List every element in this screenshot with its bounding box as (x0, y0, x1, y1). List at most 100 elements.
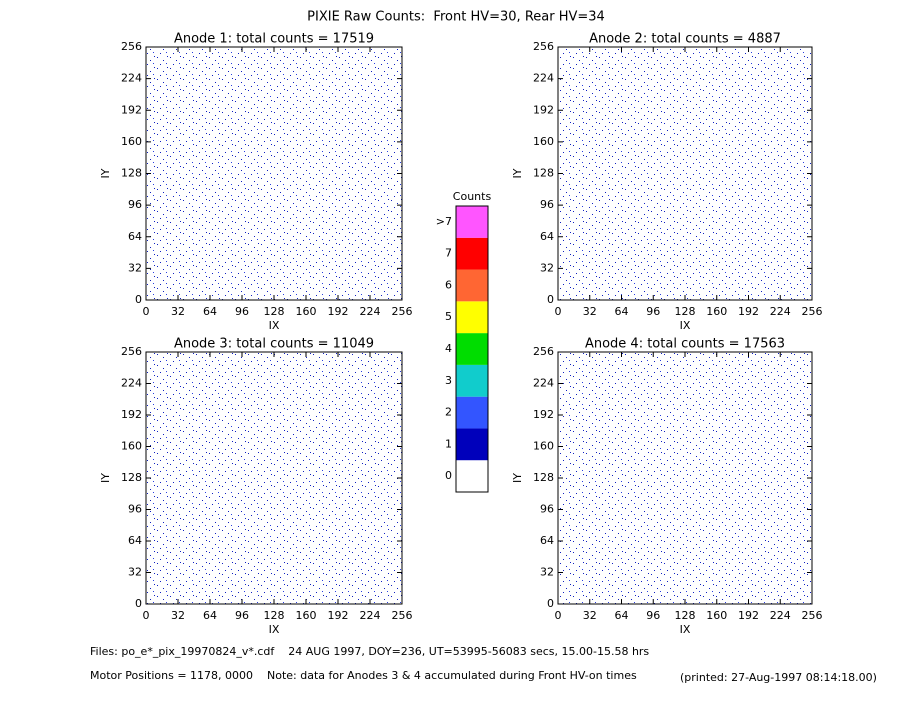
colorbar-title: Counts (453, 190, 492, 203)
colorbar-label: 7 (445, 247, 452, 260)
x-tick-label: 224 (770, 609, 791, 622)
y-tick-label: 128 (121, 167, 142, 180)
panel-title: Anode 4: total counts = 17563 (585, 337, 785, 352)
colorbar-swatch (456, 333, 488, 365)
x-tick-label: 32 (171, 609, 185, 622)
colorbar-label: 1 (445, 437, 452, 450)
y-tick-label: 64 (540, 230, 554, 243)
page-title: PIXIE Raw Counts: Front HV=30, Rear HV=3… (307, 10, 605, 25)
y-tick-label: 160 (121, 135, 142, 148)
panel-title: Anode 1: total counts = 17519 (174, 32, 374, 47)
x-tick-label: 64 (615, 305, 629, 318)
x-tick-label: 224 (360, 305, 381, 318)
footer-printed: (printed: 27-Aug-1997 08:14:18.00) (680, 671, 877, 684)
y-tick-label: 192 (121, 103, 142, 116)
colorbar-label: >7 (436, 215, 452, 228)
plot-area (557, 351, 813, 605)
colorbar-label: 2 (445, 406, 452, 419)
y-tick-label: 192 (121, 408, 142, 421)
panel-title: Anode 2: total counts = 4887 (589, 32, 781, 47)
y-axis-label: IY (99, 168, 112, 178)
y-tick-label: 192 (533, 408, 554, 421)
y-tick-label: 32 (128, 566, 142, 579)
y-tick-label: 128 (121, 471, 142, 484)
x-tick-label: 64 (615, 609, 629, 622)
y-axis-label: IY (511, 473, 524, 483)
footer-motor: Motor Positions = 1178, 0000 Note: data … (90, 669, 637, 682)
colorbar-swatch (456, 237, 488, 270)
y-tick-label: 256 (533, 345, 554, 358)
y-tick-label: 128 (533, 167, 554, 180)
y-tick-label: 256 (121, 345, 142, 358)
x-axis-label: IX (680, 623, 691, 636)
x-tick-label: 256 (802, 305, 823, 318)
y-tick-label: 0 (135, 293, 142, 306)
y-tick-label: 0 (135, 597, 142, 610)
x-tick-label: 160 (296, 305, 317, 318)
y-tick-label: 256 (533, 40, 554, 53)
x-axis-label: IX (680, 319, 691, 332)
footer-files: Files: po_e*_pix_19970824_v*.cdf 24 AUG … (90, 645, 649, 658)
y-tick-label: 96 (128, 503, 142, 516)
x-tick-label: 160 (296, 609, 317, 622)
x-tick-label: 96 (235, 305, 249, 318)
y-axis-label: IY (99, 473, 112, 483)
x-tick-label: 128 (264, 305, 285, 318)
y-tick-label: 160 (533, 440, 554, 453)
x-tick-label: 160 (706, 609, 727, 622)
x-tick-label: 256 (392, 609, 413, 622)
x-tick-label: 128 (675, 305, 696, 318)
y-tick-label: 256 (121, 40, 142, 53)
x-tick-label: 96 (235, 609, 249, 622)
colorbar-label: 6 (445, 278, 452, 291)
y-tick-label: 64 (540, 534, 554, 547)
y-tick-label: 32 (128, 261, 142, 274)
x-axis-label: IX (269, 623, 280, 636)
colorbar-swatch (456, 396, 488, 429)
x-tick-label: 32 (583, 609, 597, 622)
x-tick-label: 256 (392, 305, 413, 318)
colorbar-label: 3 (445, 374, 452, 387)
y-tick-label: 96 (128, 198, 142, 211)
x-tick-label: 64 (203, 305, 217, 318)
x-tick-label: 0 (555, 305, 562, 318)
y-tick-label: 160 (121, 440, 142, 453)
y-tick-label: 224 (121, 377, 142, 390)
y-tick-label: 96 (540, 198, 554, 211)
colorbar-swatch (456, 206, 488, 238)
x-tick-label: 96 (646, 305, 660, 318)
colorbar-label: 4 (445, 342, 452, 355)
y-tick-label: 64 (128, 534, 142, 547)
x-tick-label: 160 (706, 305, 727, 318)
x-tick-label: 192 (738, 305, 759, 318)
y-axis-label: IY (511, 168, 524, 178)
x-tick-label: 64 (203, 609, 217, 622)
colorbar-swatch (456, 428, 488, 461)
colorbar-swatch (456, 301, 488, 334)
x-tick-label: 192 (328, 609, 349, 622)
y-tick-label: 192 (533, 103, 554, 116)
x-tick-label: 32 (171, 305, 185, 318)
plot-area (145, 46, 403, 301)
y-tick-label: 32 (540, 566, 554, 579)
x-tick-label: 96 (646, 609, 660, 622)
x-axis-label: IX (269, 319, 280, 332)
x-tick-label: 32 (583, 305, 597, 318)
y-tick-label: 0 (547, 293, 554, 306)
panel-title: Anode 3: total counts = 11049 (174, 337, 374, 352)
plot-area (145, 351, 403, 605)
x-tick-label: 128 (675, 609, 696, 622)
colorbar-label: 5 (445, 310, 452, 323)
y-tick-label: 32 (540, 261, 554, 274)
x-tick-label: 0 (143, 305, 150, 318)
y-tick-label: 224 (533, 377, 554, 390)
colorbar-swatch (456, 364, 488, 397)
y-tick-label: 0 (547, 597, 554, 610)
colorbar-swatch (456, 460, 488, 492)
y-tick-label: 64 (128, 230, 142, 243)
y-tick-label: 160 (533, 135, 554, 148)
x-tick-label: 192 (738, 609, 759, 622)
y-tick-label: 224 (533, 72, 554, 85)
y-tick-label: 128 (533, 471, 554, 484)
